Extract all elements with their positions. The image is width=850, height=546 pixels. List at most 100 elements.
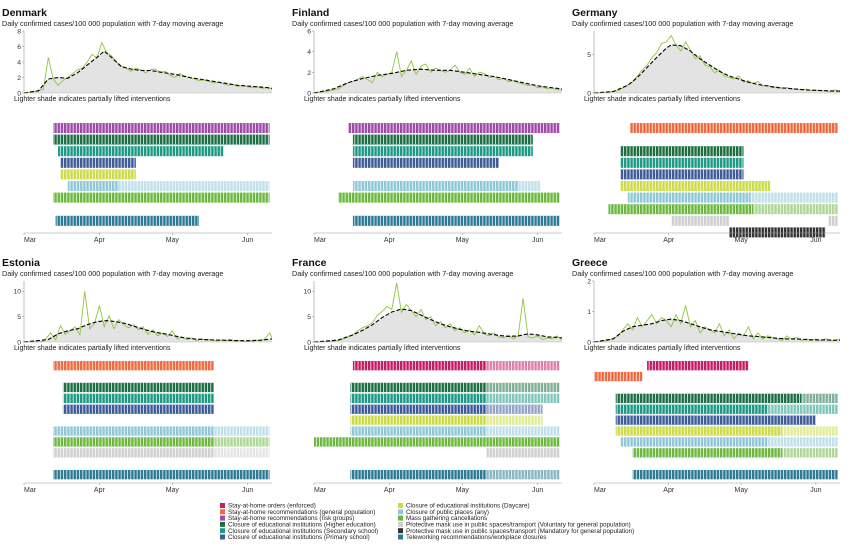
moving-average-line (593, 318, 840, 343)
y-tick-label: 0 (307, 91, 311, 98)
y-tick-label: 4 (17, 60, 21, 67)
bar-stripes (615, 415, 816, 425)
bar-stripes (615, 404, 838, 414)
daily-cases-line (313, 51, 562, 94)
y-tick-label: 0 (17, 340, 21, 347)
bar-stripes (620, 157, 744, 168)
intervention-bar (352, 181, 541, 191)
legend-label: Protective mask use in public spaces/tra… (406, 522, 631, 529)
bar-stripes (53, 448, 270, 458)
intervention-bar (350, 415, 543, 425)
intervention-bar (53, 361, 214, 371)
legend-item: Closure of educational institutions (Sec… (220, 528, 378, 535)
bar-stripes (53, 192, 270, 203)
intervention-bar (352, 215, 560, 226)
intervention-bar (632, 470, 838, 480)
y-tick-label: 2 (307, 70, 311, 77)
bar-stripes (350, 393, 560, 403)
bar-stripes (62, 404, 214, 414)
x-tick-label: Jun (532, 487, 543, 494)
panel-title: Greece (572, 257, 608, 269)
intervention-bar (729, 227, 826, 238)
bar-stripes (620, 181, 771, 191)
intervention-bar (53, 123, 270, 133)
x-tick-label: May (166, 237, 180, 244)
legend-label: Teleworking recommendations/workplace cl… (406, 534, 546, 541)
bar-stripes (53, 134, 270, 145)
moving-average-line (313, 308, 563, 343)
moving-average-line (313, 68, 563, 94)
intervention-bar (352, 157, 499, 168)
moving-average-line (593, 44, 840, 94)
intervention-bar (53, 437, 270, 447)
intervention-bar (620, 146, 744, 157)
y-tick-label: 5 (587, 52, 591, 59)
intervention-bar (486, 448, 560, 458)
moving-average-area (594, 319, 840, 342)
intervention-bar (60, 169, 136, 180)
panel-subtitle: Daily confirmed cases/100 000 population… (572, 19, 793, 28)
bar-stripes (615, 426, 838, 436)
legend-swatch (398, 515, 403, 521)
intervention-bar (62, 393, 214, 403)
legend-swatch (398, 509, 403, 515)
bar-stripes (647, 361, 749, 371)
x-tick-label: Mar (594, 237, 607, 244)
bar-stripes (350, 426, 560, 436)
x-tick-label: May (735, 237, 749, 244)
x-tick-label: Mar (24, 237, 37, 244)
intervention-bar (350, 404, 543, 414)
intervention-bar (647, 361, 749, 371)
bar-stripes (62, 382, 214, 393)
legend-swatch (220, 534, 225, 540)
bar-stripes (62, 393, 214, 403)
x-tick-label: Apr (663, 487, 675, 494)
bar-stripes (53, 470, 270, 480)
bar-stripes (60, 157, 136, 168)
legend-item: Stay-at-home orders (enforced) (220, 503, 316, 510)
bar-stripes (632, 470, 838, 480)
intervention-bar (620, 157, 744, 168)
bar-stripes (627, 192, 838, 203)
panel-subtitle: Daily confirmed cases/100 000 population… (2, 19, 223, 28)
x-tick-label: Mar (314, 237, 327, 244)
moving-average-line (23, 320, 273, 343)
x-tick-label: Apr (663, 237, 675, 244)
moving-average-area (314, 69, 562, 93)
intervention-bar (60, 157, 136, 168)
bar-stripes (486, 448, 560, 458)
legend-swatch (220, 521, 225, 527)
intervention-bar (53, 470, 270, 480)
intervention-bar (352, 134, 533, 145)
intervention-bar (338, 192, 560, 203)
x-tick-label: Apr (384, 237, 396, 244)
bar-stripes (350, 382, 560, 393)
bar-stripes (352, 134, 533, 145)
intervention-bar (348, 123, 560, 133)
bar-stripes (352, 157, 499, 168)
panel-subtitle: Daily confirmed cases/100 000 population… (2, 269, 223, 278)
bar-stripes (729, 227, 826, 238)
bar-stripes (53, 123, 270, 133)
panel-title: Finland (292, 7, 329, 19)
legend-swatch (220, 528, 225, 534)
y-tick-label: 2 (587, 279, 591, 286)
legend-item: Stay-at-home recommendations (general po… (220, 509, 375, 516)
bar-stripes (352, 181, 541, 191)
legend-swatch (220, 503, 225, 508)
x-tick-label: Jun (532, 237, 543, 244)
shade-note: Lighter shade indicates partially lifted… (304, 345, 461, 352)
legend-label: Mass gathering cancellations (406, 515, 487, 522)
x-tick-label: Mar (314, 487, 327, 494)
bar-stripes (608, 204, 838, 215)
intervention-bar (620, 181, 771, 191)
panel-subtitle: Daily confirmed cases/100 000 population… (572, 269, 793, 278)
bar-stripes (632, 448, 838, 458)
bar-stripes (352, 215, 560, 226)
legend-label: Closure of public places (any) (406, 509, 489, 516)
legend-item: Closure of educational institutions (Hig… (220, 522, 376, 529)
x-tick-label: May (456, 487, 470, 494)
